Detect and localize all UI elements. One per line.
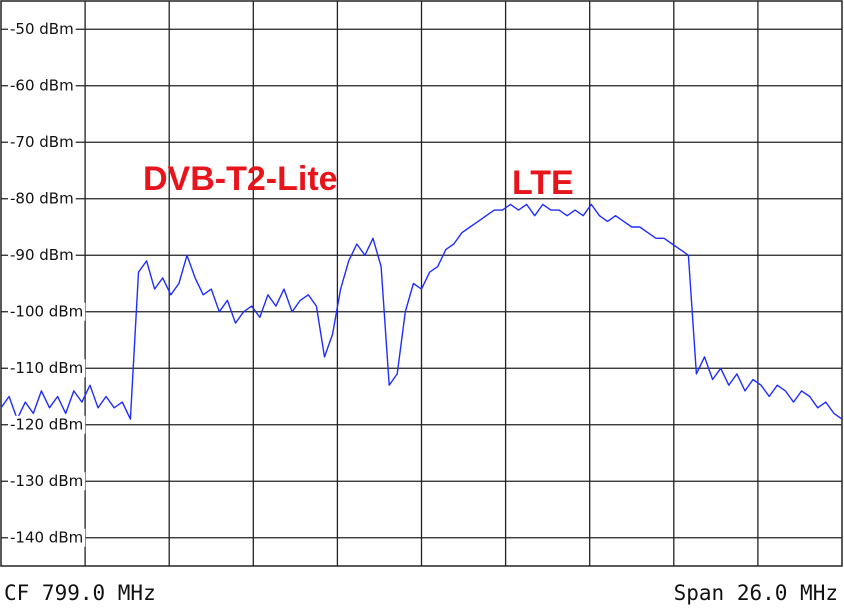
y-tick-label: -70 dBm [10,133,74,151]
y-tick-label: -100 dBm [10,302,83,320]
label-background [8,20,76,39]
y-tick-label: -110 dBm [10,359,83,377]
label-background [8,528,86,547]
y-tick-label: -60 dBm [10,76,74,94]
y-tick-label: -130 dBm [10,472,83,490]
span: Span 26.0 MHz [674,581,838,605]
y-tick-label: -140 dBm [10,528,83,546]
y-tick-label: -50 dBm [10,20,74,38]
annotation: LTE [512,164,574,202]
label-background [8,302,86,321]
label-background [8,76,76,95]
y-tick-label: -90 dBm [10,246,74,264]
annotation: DVB-T2-Lite [143,160,338,198]
center-frequency: CF 799.0 MHz [4,581,156,605]
label-background [8,415,86,434]
label-background [8,359,86,378]
label-background [8,246,76,265]
label-background [8,133,76,152]
trace [0,203,843,420]
y-tick-label: -80 dBm [10,189,74,207]
label-background [8,472,86,491]
label-background [8,189,76,208]
y-tick-label: -120 dBm [10,415,83,433]
